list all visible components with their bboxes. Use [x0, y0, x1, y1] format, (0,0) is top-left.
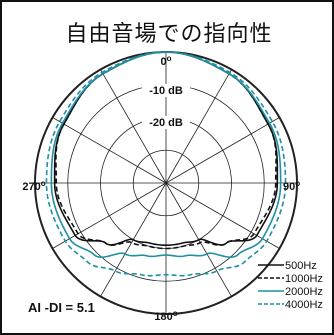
polar-grid-spoke — [52, 182, 167, 249]
ai-di-annotation: AI -DI = 5.1 — [28, 300, 95, 315]
angle-label-180: 180o — [154, 309, 177, 323]
angle-label-270: 270o — [22, 179, 45, 193]
legend-label-1000Hz: 1000Hz — [285, 273, 323, 285]
angle-label-0: 0o — [160, 54, 171, 68]
legend-label-4000Hz: 4000Hz — [285, 299, 323, 311]
polar-grid-spoke — [52, 117, 167, 184]
polar-grid-spoke — [165, 182, 280, 249]
chart-title: 自由音場での指向性 — [65, 22, 273, 47]
radial-label: -20 dB — [149, 117, 183, 129]
polar-grid-spoke — [165, 69, 232, 184]
series-curve-1000Hz — [55, 51, 277, 250]
polar-grid-spoke — [165, 117, 280, 184]
legend-label-500Hz: 500Hz — [285, 260, 317, 272]
polar-grid-spoke — [100, 69, 167, 184]
series-curve-4000Hz — [45, 51, 287, 277]
radial-label: -10 dB — [149, 85, 183, 97]
legend-label-2000Hz: 2000Hz — [285, 286, 323, 298]
radial-label-bg — [142, 116, 190, 129]
radial-label-bg — [142, 84, 190, 97]
series-curve-2000Hz — [50, 51, 282, 258]
angle-label-90: 90o — [283, 179, 300, 193]
